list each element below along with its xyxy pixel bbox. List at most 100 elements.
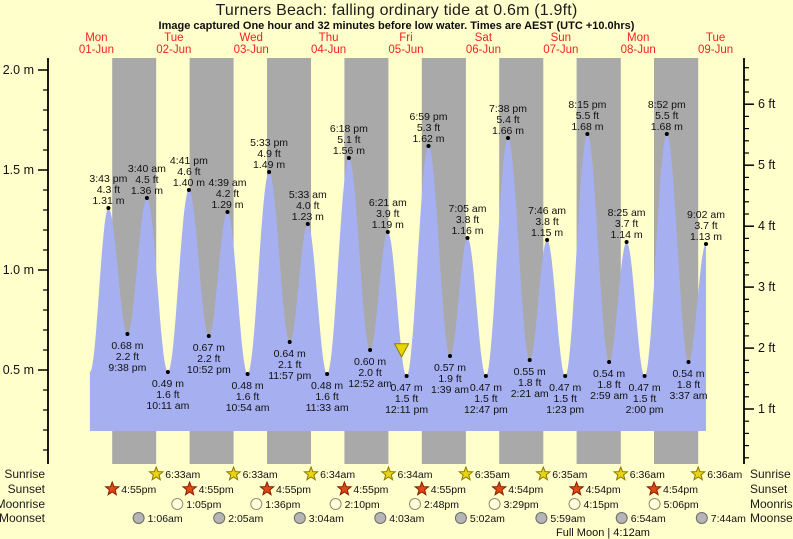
day-name-label: Fri [399, 32, 412, 44]
tide-point-dot [106, 206, 111, 210]
tide-high-time: 8:15 pm [568, 99, 606, 111]
sunrise-star-icon [690, 465, 707, 481]
tide-high-feet: 4.0 ft [296, 200, 319, 212]
tide-high-time: 9:02 am [687, 209, 725, 221]
day-name-label: Mon [85, 32, 107, 44]
tide-point-dot [704, 242, 708, 246]
tide-high-meters: 1.31 m [92, 195, 124, 207]
tide-high-feet: 5.3 ft [417, 122, 440, 134]
sunset-time: 4:55pm [431, 484, 466, 496]
tide-high-feet: 3.8 ft [535, 216, 558, 228]
moonrise-time: 4:15pm [584, 499, 619, 511]
sunrise-time: 6:35am [552, 469, 587, 481]
tide-low-feet: 1.6 ft [236, 391, 259, 403]
tide-low-meters: 0.64 m [274, 348, 306, 360]
moonset-time: 7:44am [711, 513, 746, 525]
tide-high-meters: 1.56 m [333, 145, 365, 157]
moonrise-moon-icon [568, 498, 581, 510]
day-date-label: 08-Jun [621, 44, 656, 56]
sunrise-star-icon [457, 465, 474, 481]
right-axis-label: 5 ft [758, 158, 776, 172]
tide-low-meters: 0.47 m [391, 382, 423, 394]
tide-low-feet: 1.8 ft [677, 379, 700, 391]
moonset-moon-icon [535, 512, 548, 524]
moonrise-moon-icon [250, 498, 263, 510]
left-axis-label: 2.0 m [3, 63, 34, 77]
left-axis-label: 0.5 m [3, 363, 34, 377]
sunset-star-icon [336, 480, 353, 496]
tide-low-feet: 1.5 ft [395, 393, 418, 405]
moonset-time: 1:06am [148, 513, 183, 525]
tide-point-dot [465, 236, 470, 240]
tide-low-time: 11:33 am [306, 402, 349, 414]
moonset-time: 5:02am [470, 513, 505, 525]
sunrise-time: 6:34am [398, 469, 433, 481]
tide-low-meters: 0.60 m [354, 356, 386, 368]
tide-high-time: 3:40 am [128, 163, 166, 175]
sunset-star-icon [491, 480, 508, 496]
tide-point-dot [585, 132, 590, 136]
day-date-label: 09-Jun [698, 44, 733, 56]
tide-high-meters: 1.13 m [690, 231, 722, 243]
tide-high-feet: 4.2 ft [216, 188, 239, 200]
tide-point-dot [686, 360, 691, 364]
tide-high-feet: 5.5 ft [576, 110, 599, 122]
moonrise-time: 2:48pm [424, 499, 459, 511]
day-date-label: 02-Jun [156, 44, 191, 56]
sunset-time: 4:55pm [276, 484, 311, 496]
tide-point-dot [287, 340, 292, 344]
moonrise-time: 3:29pm [504, 499, 539, 511]
tide-high-meters: 1.14 m [611, 229, 643, 241]
sunrise-time: 6:36am [630, 469, 665, 481]
row-label-left-moonrise: Moonrise [0, 497, 45, 511]
tide-low-feet: 2.1 ft [278, 359, 301, 371]
tide-point-dot [368, 348, 373, 352]
row-label-left-sunrise: Sunrise [4, 467, 45, 481]
moonrise-moon-icon [171, 498, 184, 510]
current-time-marker-icon [393, 343, 410, 358]
tide-high-feet: 4.9 ft [257, 148, 280, 160]
tide-point-dot [267, 170, 272, 174]
full-moon-label: Full Moon | 4:12am [556, 527, 650, 539]
moonrise-moon-icon [488, 498, 501, 510]
tide-point-dot [506, 136, 510, 140]
tide-low-time: 12:11 pm [385, 404, 428, 416]
sunset-time: 4:55pm [121, 484, 156, 496]
tide-low-time: 10:11 am [146, 400, 189, 412]
day-name-label: Mon [627, 32, 649, 44]
day-name-label: Wed [239, 32, 262, 44]
tide-low-time: 2:21 am [511, 388, 549, 400]
row-label-right-moonset: Moonset [750, 511, 793, 525]
tide-high-time: 7:05 am [449, 203, 487, 215]
tide-high-time: 6:18 pm [330, 123, 368, 135]
sunrise-time: 6:35am [475, 469, 510, 481]
tide-high-meters: 1.23 m [292, 211, 324, 223]
tide-point-dot [664, 132, 669, 136]
sunrise-star-icon [303, 465, 320, 481]
tide-point-dot [125, 332, 130, 336]
day-date-label: 06-Jun [466, 44, 501, 56]
moonrise-time: 2:10pm [345, 499, 380, 511]
tide-high-time: 4:39 am [209, 177, 247, 189]
tide-low-feet: 1.5 ft [633, 393, 656, 405]
tide-point-dot [448, 354, 452, 358]
tide-low-feet: 1.6 ft [156, 389, 179, 401]
tide-high-meters: 1.62 m [412, 133, 444, 145]
tide-high-feet: 4.6 ft [177, 166, 200, 178]
tide-low-time: 10:54 am [226, 402, 270, 414]
tide-high-time: 8:52 pm [648, 99, 686, 111]
tide-high-time: 7:46 am [528, 205, 566, 217]
tide-low-time: 1:39 am [431, 384, 469, 396]
moonset-moon-icon [213, 512, 226, 524]
moonrise-moon-icon [409, 498, 421, 510]
tide-area [89, 134, 706, 431]
tide-low-feet: 1.8 ft [518, 377, 541, 389]
sunset-star-icon [568, 480, 585, 496]
tide-high-meters: 1.66 m [492, 125, 524, 137]
tide-high-meters: 1.68 m [571, 121, 603, 133]
tide-high-meters: 1.68 m [651, 121, 683, 133]
tide-high-time: 3:43 pm [89, 173, 127, 185]
moonrise-moon-icon [648, 498, 661, 510]
